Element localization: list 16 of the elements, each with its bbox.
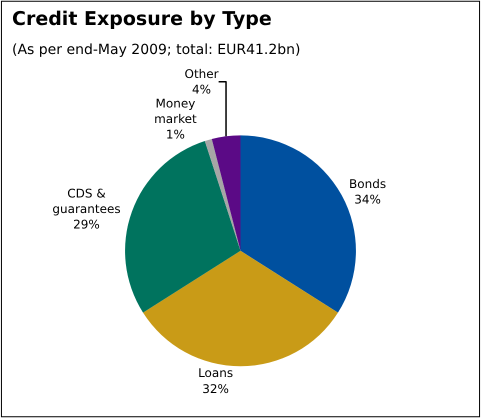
pie-slice: [204, 138, 240, 251]
slice-label: Loans: [198, 366, 234, 380]
slice-label: CDS & guarantees: [52, 186, 121, 216]
slice-label: Bonds: [349, 176, 386, 191]
slice-label: Other: [184, 66, 219, 81]
chart-subtitle: (As per end-May 2009; total: EUR41.2bn): [12, 42, 300, 58]
slice-label: Money market: [154, 96, 197, 126]
data-label: 1%: [166, 128, 185, 142]
pie-slice: [212, 135, 240, 251]
data-label: 29%: [73, 218, 100, 232]
data-label: 32%: [202, 382, 229, 396]
pie-slice: [125, 141, 240, 313]
data-label: 4%: [192, 82, 212, 97]
chart-title: Credit Exposure by Type: [12, 8, 272, 30]
data-label: 34%: [354, 192, 381, 207]
pie-slice: [143, 250, 338, 366]
